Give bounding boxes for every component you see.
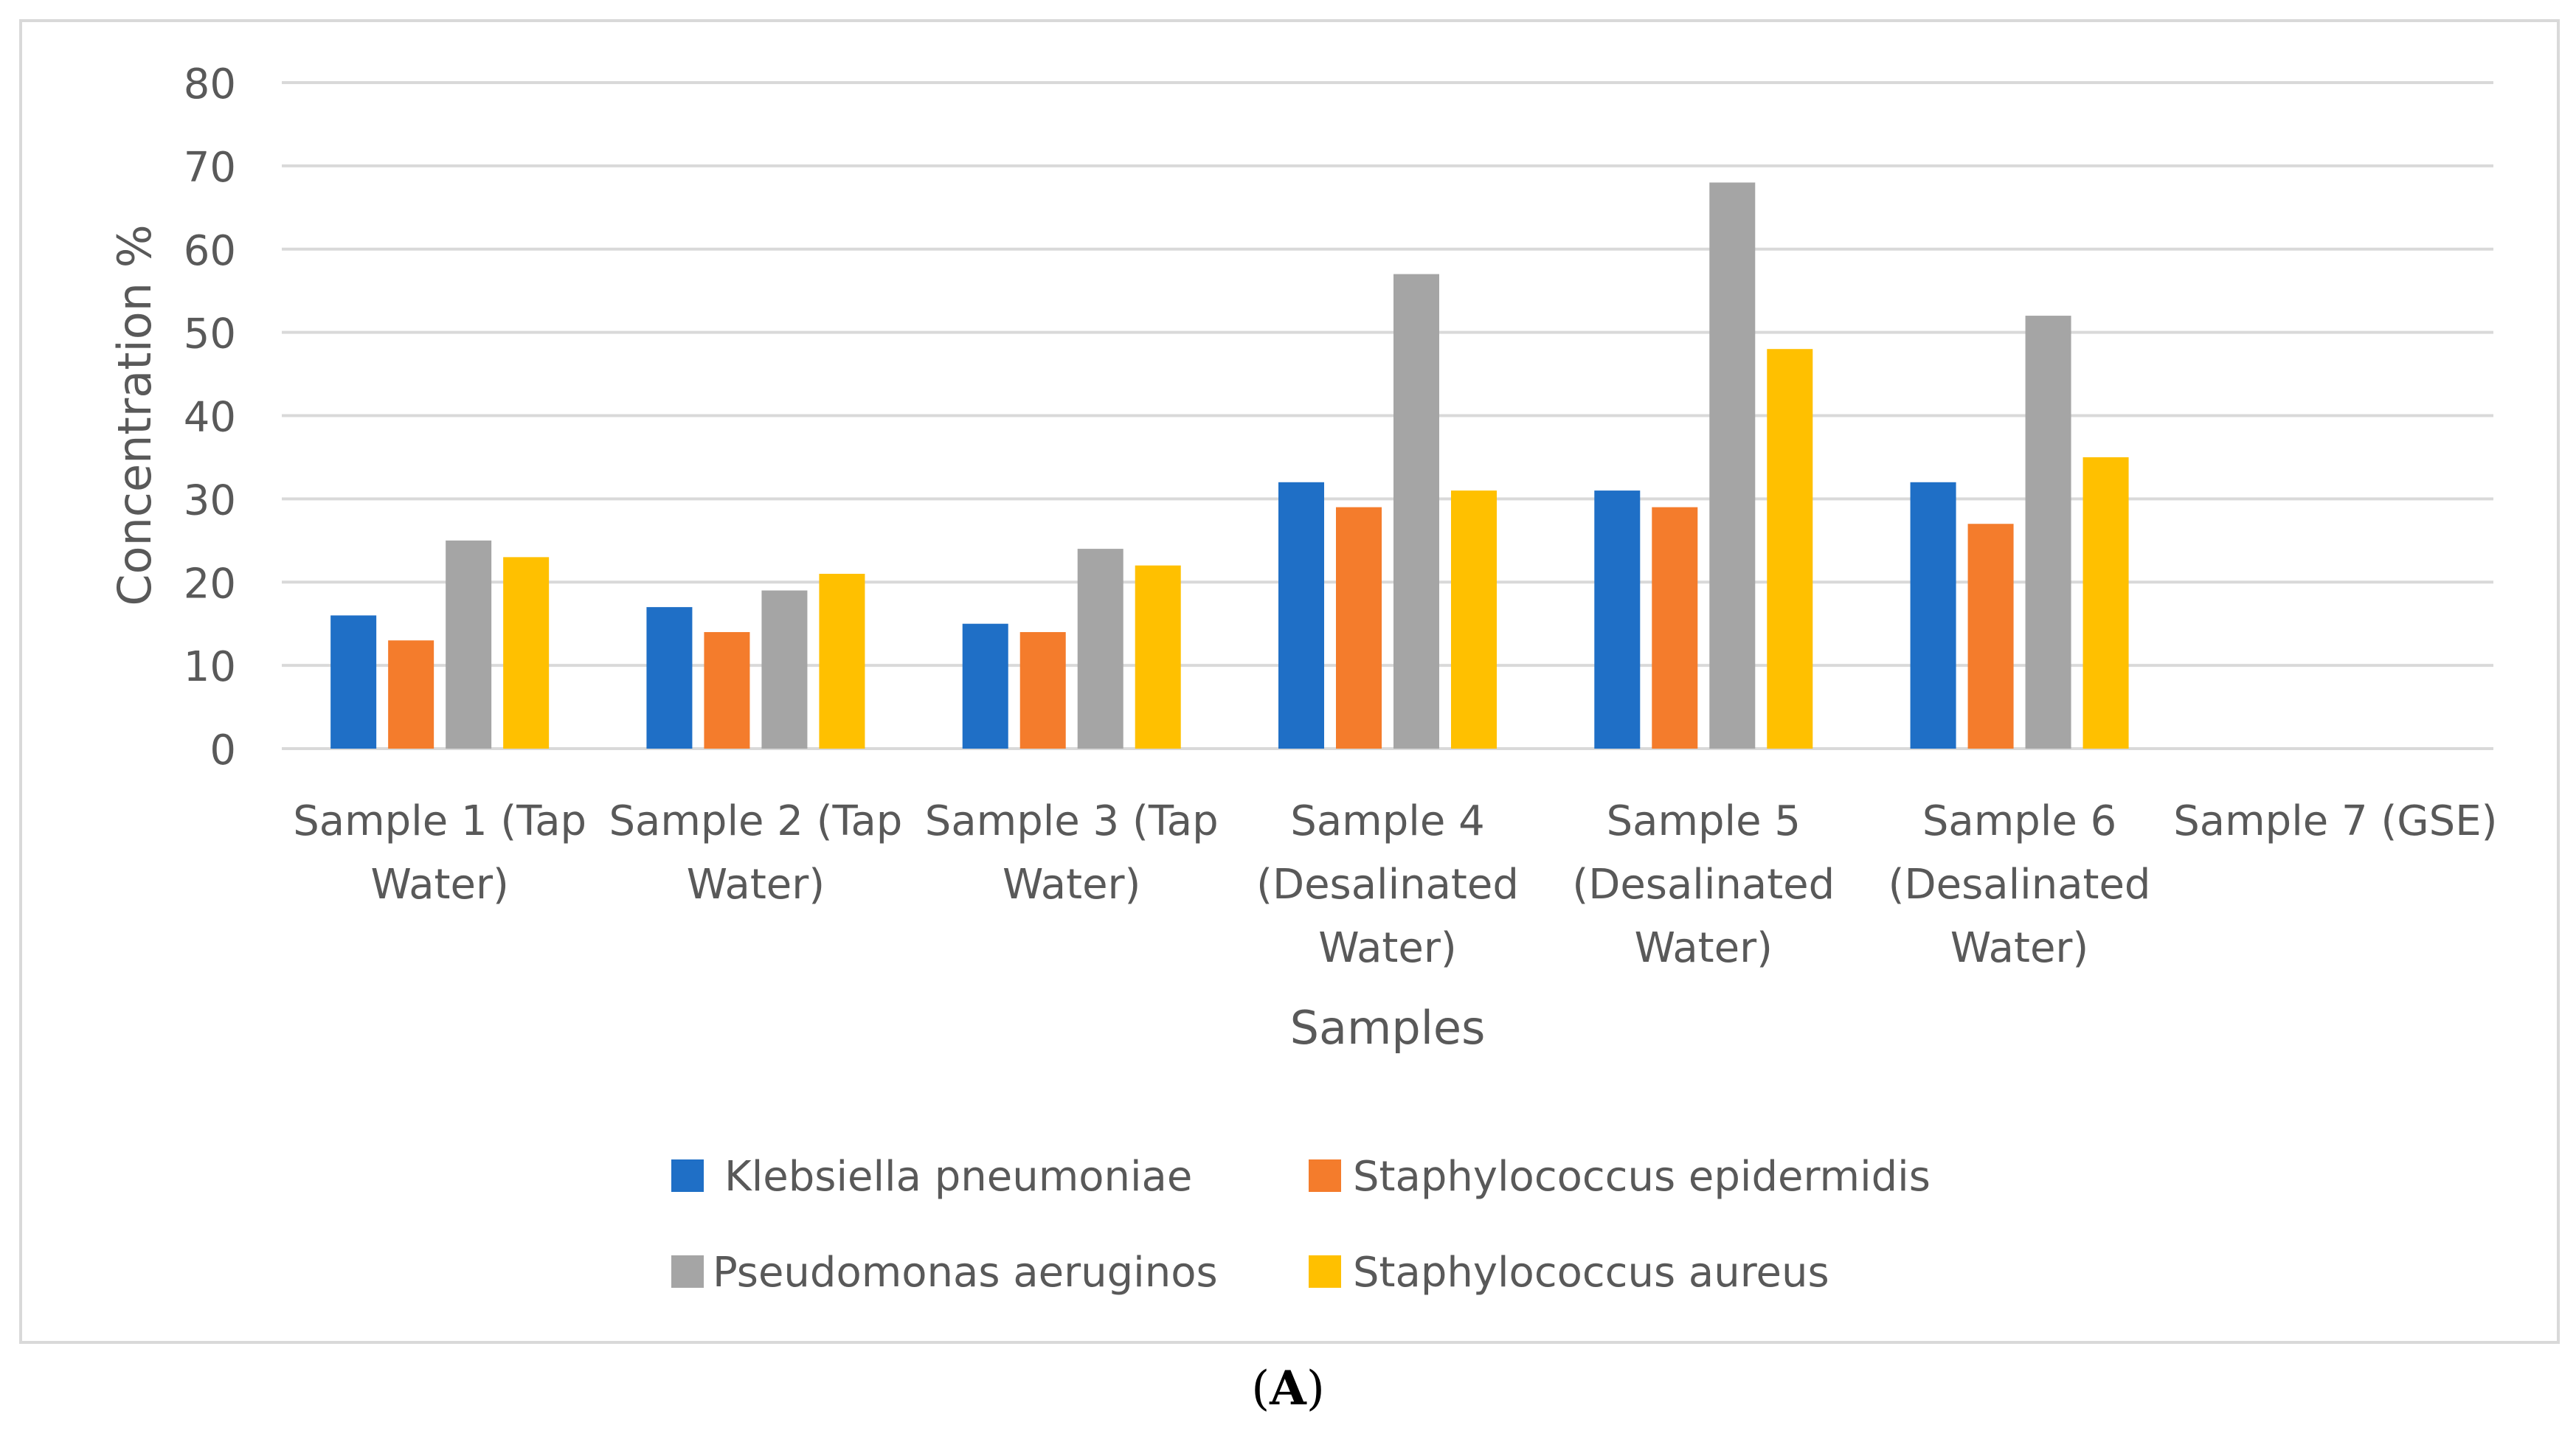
- y-tick-label: 10: [184, 643, 236, 691]
- x-tick-label-line: Sample 7 (GSE): [2173, 797, 2497, 845]
- x-tick-label-6: Sample 6 (Desalinated Water): [1888, 797, 2151, 972]
- bar-klebsiella-pneumoniae-4: [1278, 482, 1324, 749]
- x-tick-label-line: Sample 2 (Tap: [609, 797, 902, 845]
- chart-frame: 0 10 20 30 40 50 60 70 80 Sample 1 (Tap Water) Sam…: [19, 19, 2560, 1344]
- legend-item-1: Klebsiella pneumoniae: [671, 1153, 1192, 1201]
- legend: Klebsiella pneumoniae Staphylococcus epid…: [671, 1153, 1931, 1297]
- legend-swatch: [671, 1159, 704, 1192]
- x-tick-label-line: Water): [687, 861, 825, 909]
- y-tick-label: 80: [184, 60, 236, 108]
- x-tick-label-line: Sample 6: [1922, 797, 2116, 845]
- legend-label: Staphylococcus epidermidis: [1353, 1153, 1931, 1201]
- legend-label: Pseudomonas aeruginos: [713, 1249, 1218, 1297]
- gridlines: [282, 81, 2493, 750]
- bar-staphylococcus-epidermidis-4: [1336, 507, 1382, 749]
- bar-staphylococcus-epidermidis-2: [704, 631, 750, 749]
- bar-staphylococcus-aureus-6: [2082, 457, 2129, 749]
- legend-item-3: Pseudomonas aeruginos: [671, 1249, 1218, 1297]
- legend-swatch: [671, 1255, 704, 1288]
- caption-close-paren: ): [1306, 1362, 1325, 1416]
- bar-pseudomonas-aeruginos-6: [2025, 316, 2071, 749]
- legend-item-2: Staphylococcus epidermidis: [1309, 1153, 1931, 1201]
- x-axis-title: Samples: [1290, 1001, 1486, 1055]
- bar-klebsiella-pneumoniae-1: [330, 615, 377, 749]
- x-tick-label-7: Sample 7 (GSE): [2173, 797, 2497, 845]
- x-tick-label-line: Sample 1 (Tap: [293, 797, 586, 845]
- bars: [330, 182, 2129, 749]
- legend-label: Klebsiella pneumoniae: [724, 1153, 1192, 1201]
- bar-staphylococcus-epidermidis-5: [1652, 507, 1698, 749]
- y-tick-label: 50: [184, 311, 236, 358]
- bar-staphylococcus-aureus-3: [1135, 565, 1181, 749]
- bar-klebsiella-pneumoniae-6: [1910, 482, 1956, 749]
- bar-staphylococcus-aureus-5: [1767, 349, 1813, 749]
- y-tick-label: 70: [184, 144, 236, 192]
- y-axis-ticks: 0 10 20 30 40 50 60 70 80: [184, 60, 236, 774]
- bar-staphylococcus-epidermidis-1: [388, 640, 434, 749]
- x-tick-label-2: Sample 2 (Tap Water): [609, 797, 902, 909]
- bar-klebsiella-pneumoniae-3: [962, 623, 1008, 749]
- bar-klebsiella-pneumoniae-2: [646, 607, 693, 749]
- x-tick-label-line: Water): [370, 861, 508, 909]
- x-tick-label-5: Sample 5 (Desalinated Water): [1572, 797, 1835, 972]
- x-tick-label-line: Water): [1950, 924, 2088, 972]
- bar-pseudomonas-aeruginos-2: [761, 590, 808, 749]
- caption-letter: A: [1270, 1361, 1306, 1416]
- bar-pseudomonas-aeruginos-4: [1393, 274, 1439, 749]
- legend-swatch: [1309, 1159, 1341, 1192]
- x-tick-label-line: Water): [1318, 924, 1456, 972]
- y-tick-label: 60: [184, 227, 236, 275]
- x-tick-label-line: (Desalinated: [1572, 861, 1835, 909]
- bar-staphylococcus-aureus-4: [1451, 490, 1497, 749]
- legend-swatch: [1309, 1255, 1341, 1288]
- bar-pseudomonas-aeruginos-3: [1077, 549, 1123, 749]
- x-tick-label-3: Sample 3 (Tap Water): [925, 797, 1219, 909]
- bar-staphylococcus-epidermidis-6: [1967, 524, 2014, 749]
- legend-item-4: Staphylococcus aureus: [1309, 1249, 1829, 1297]
- x-tick-label-line: (Desalinated: [1256, 861, 1519, 909]
- y-tick-label: 0: [210, 727, 236, 774]
- x-tick-label-1: Sample 1 (Tap Water): [293, 797, 586, 909]
- bar-staphylococcus-epidermidis-3: [1019, 631, 1066, 749]
- y-tick-label: 40: [184, 394, 236, 442]
- bar-staphylococcus-aureus-2: [819, 573, 865, 749]
- caption-open-paren: (: [1251, 1362, 1270, 1416]
- bar-staphylococcus-aureus-1: [503, 557, 550, 749]
- x-tick-label-line: Sample 3 (Tap: [925, 797, 1219, 845]
- legend-label: Staphylococcus aureus: [1353, 1249, 1829, 1297]
- x-tick-label-line: Water): [1003, 861, 1140, 909]
- bar-pseudomonas-aeruginos-5: [1709, 182, 1756, 749]
- bar-klebsiella-pneumoniae-5: [1594, 490, 1641, 749]
- x-tick-label-line: (Desalinated: [1888, 861, 2151, 909]
- x-tick-label-4: Sample 4 (Desalinated Water): [1256, 797, 1519, 972]
- x-tick-label-line: Water): [1635, 924, 1773, 972]
- y-tick-label: 30: [184, 476, 236, 524]
- y-tick-label: 20: [184, 560, 236, 608]
- y-axis-title: Concentration %: [108, 224, 162, 606]
- x-tick-label-line: Sample 4: [1290, 797, 1484, 845]
- bar-pseudomonas-aeruginos-1: [446, 540, 492, 749]
- figure-caption: (A): [0, 1361, 2576, 1416]
- x-tick-label-line: Sample 5: [1607, 797, 1801, 845]
